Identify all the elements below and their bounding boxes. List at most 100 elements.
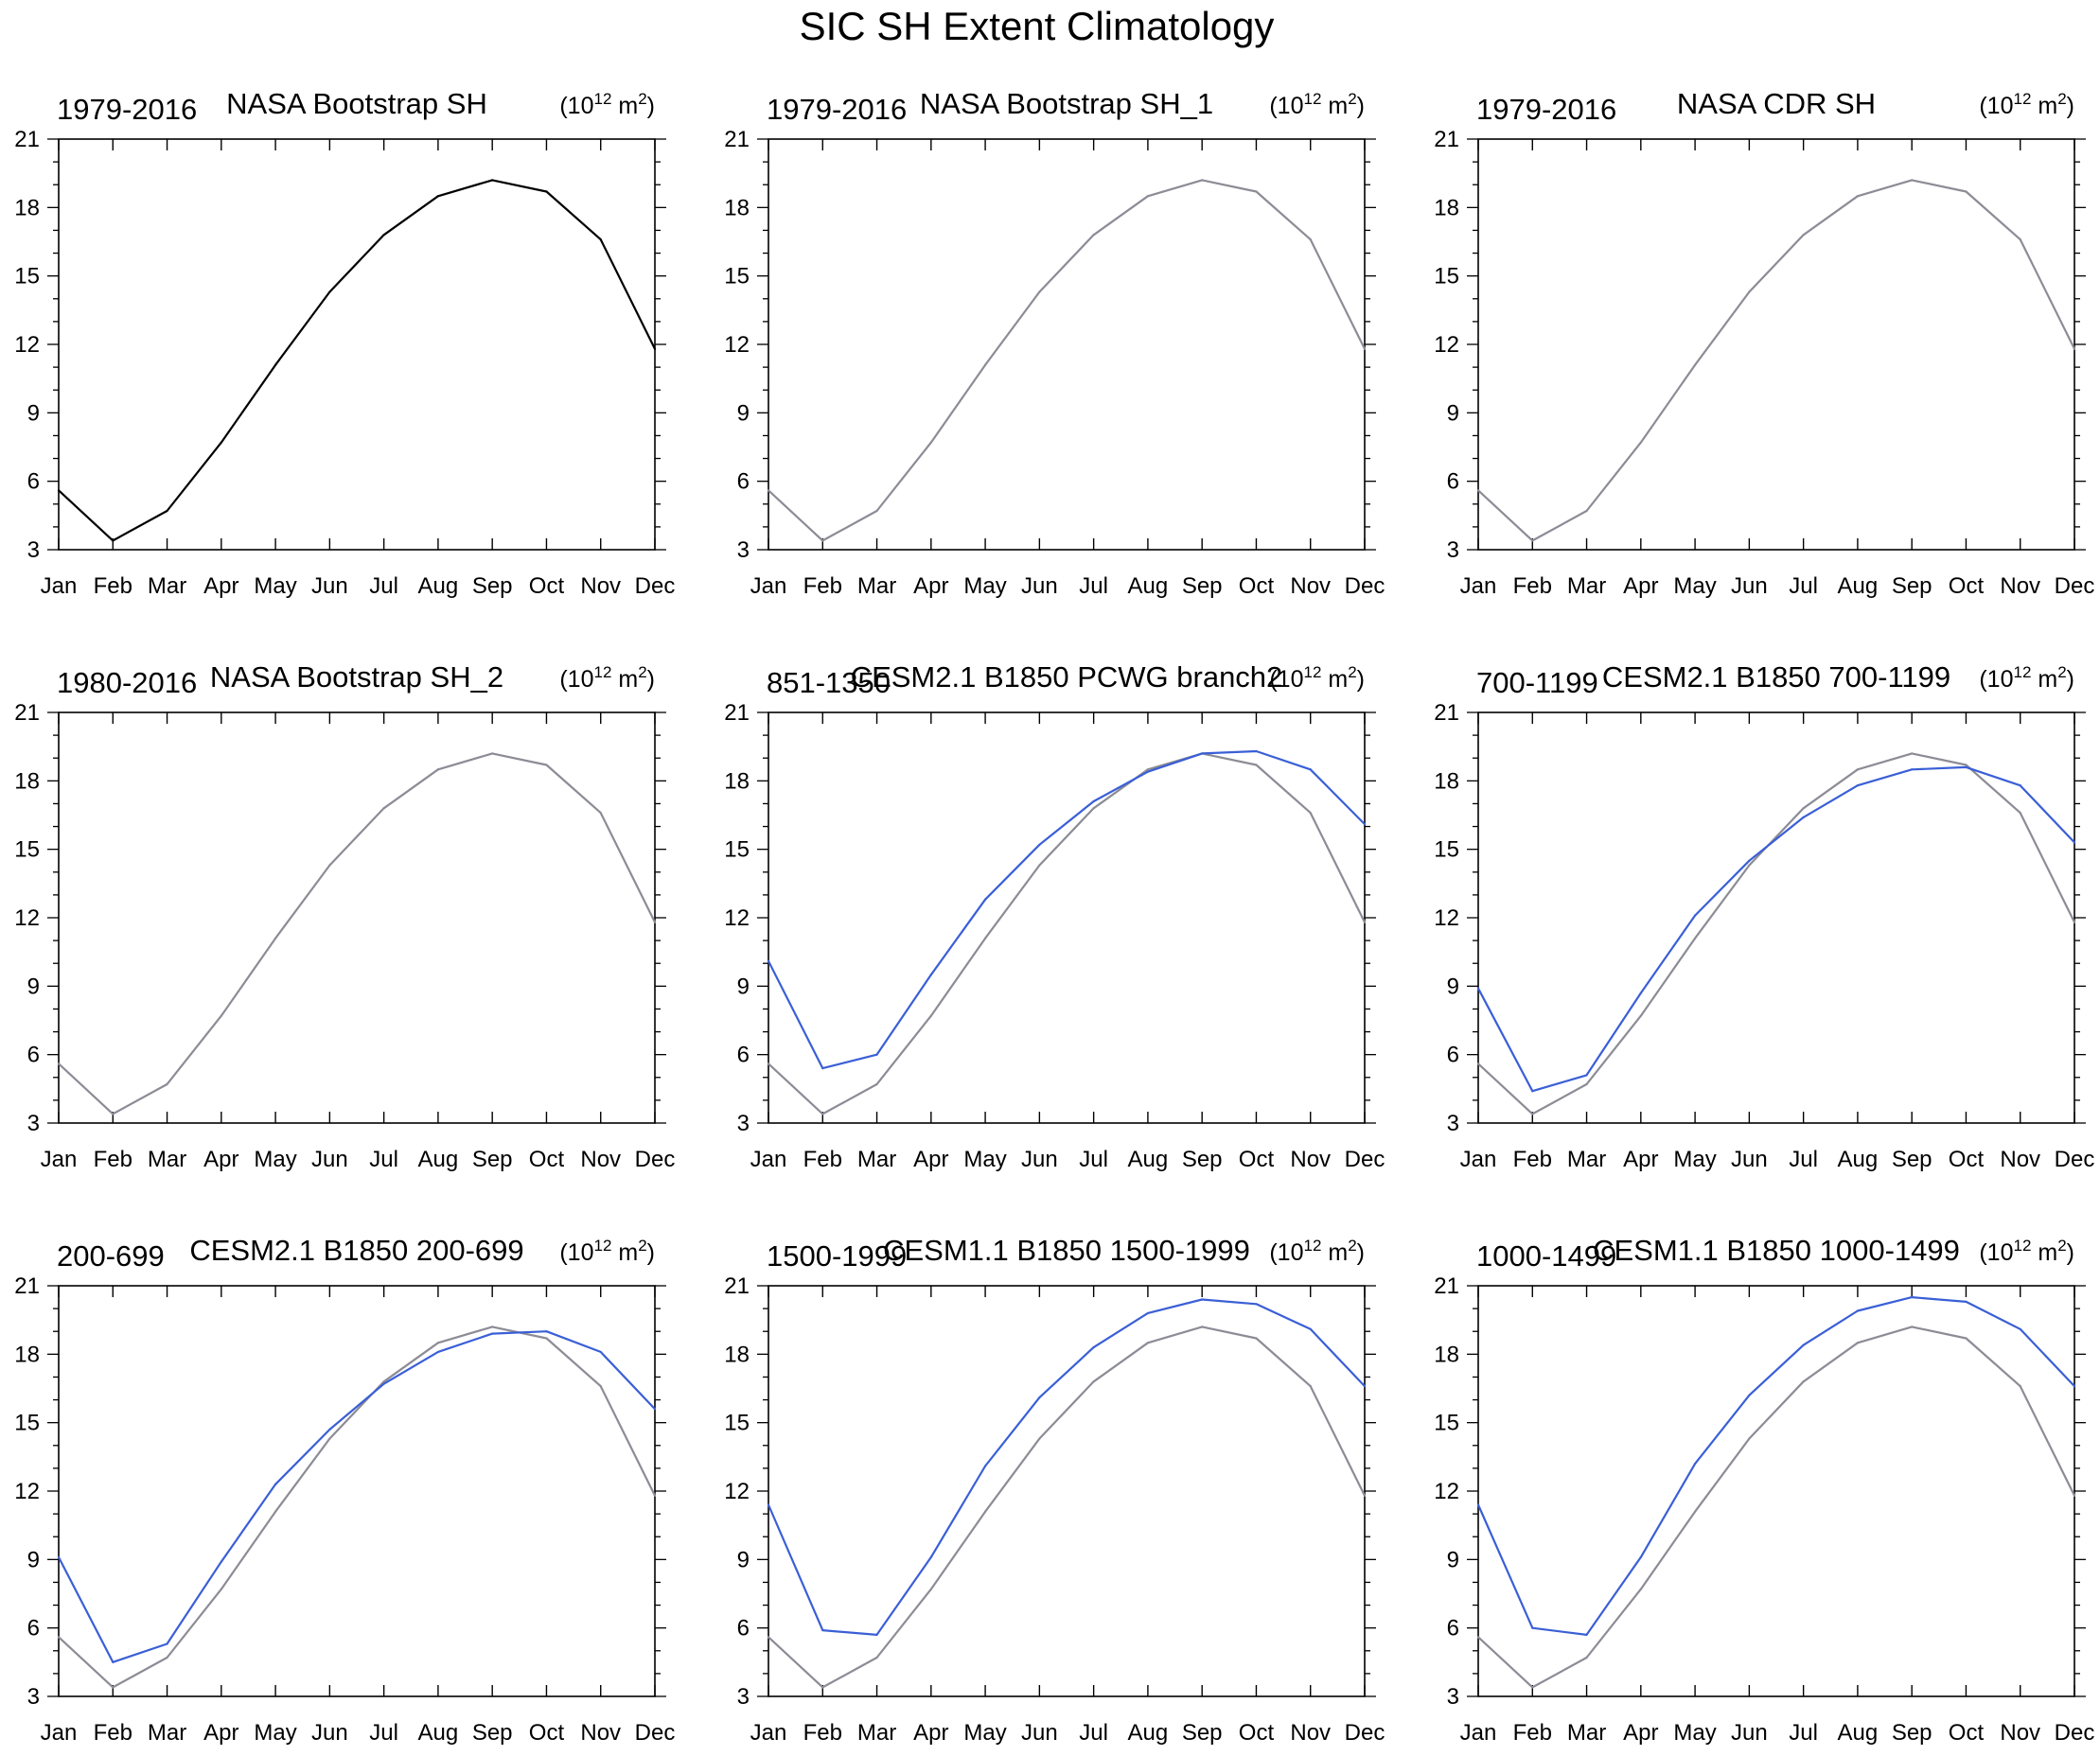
data-point: [436, 195, 440, 198]
data-point: [1146, 768, 1150, 771]
y-tick-label: 9: [27, 1547, 40, 1572]
x-tick-label: Jan: [750, 573, 787, 599]
units-label: (1012 m2): [1979, 90, 2074, 119]
x-tick-label: Jan: [1460, 573, 1497, 599]
data-point: [1802, 1343, 1805, 1346]
y-tick-label: 9: [27, 974, 40, 999]
data-point: [1255, 749, 1258, 753]
data-point: [328, 864, 331, 867]
y-tick-label: 15: [1434, 837, 1459, 863]
data-point: [1802, 234, 1805, 237]
series-line-model: [1477, 765, 2075, 1093]
data-point: [1802, 816, 1805, 819]
y-tick-label: 15: [14, 264, 40, 290]
data-point: [545, 764, 548, 766]
data-point: [1038, 1437, 1041, 1440]
x-tick-label: Jun: [1731, 1720, 1768, 1746]
series-line-reference: [58, 1326, 656, 1689]
x-tick-label: Feb: [1513, 1147, 1552, 1172]
series-line-reference: [768, 179, 1366, 542]
x-tick-label: Aug: [1838, 1720, 1879, 1746]
panel-period-label: 1979-2016: [767, 93, 907, 126]
data-point: [491, 752, 494, 755]
x-tick-label: Sep: [1892, 573, 1932, 599]
chart-panel-4: 1980-2016 NASA Bootstrap SH_2 (1012 m2) Jan…: [14, 660, 675, 1172]
data-point: [1255, 1337, 1258, 1340]
x-tick-label: Nov: [580, 573, 621, 599]
x-tick-label: Mar: [857, 573, 896, 599]
data-point: [2073, 1384, 2076, 1388]
series-line-reference: [58, 179, 656, 542]
data-point: [875, 1633, 878, 1636]
x-tick-label: Feb: [94, 1147, 132, 1172]
panel-period-label: 1000-1499: [1476, 1239, 1616, 1273]
y-tick-label: 9: [27, 400, 40, 426]
x-tick-label: Apr: [913, 1720, 948, 1746]
y-tick-label: 3: [1447, 1111, 1459, 1136]
data-point: [328, 1428, 331, 1431]
y-tick-label: 15: [1434, 264, 1459, 290]
data-point: [1693, 914, 1697, 917]
y-tick-label: 12: [14, 905, 40, 931]
y-tick-label: 21: [1434, 700, 1459, 726]
y-tick-label: 6: [737, 1043, 750, 1068]
x-tick-label: Oct: [1949, 1720, 1985, 1746]
data-point: [1092, 799, 1095, 803]
plot-frame: [58, 1285, 656, 1697]
data-point: [491, 1326, 494, 1328]
data-point: [1693, 363, 1697, 366]
data-point: [929, 1014, 932, 1017]
y-tick-label: 15: [14, 1411, 40, 1436]
data-point: [274, 1483, 277, 1485]
data-point: [875, 1082, 878, 1086]
x-tick-label: Jul: [1789, 573, 1818, 599]
x-tick-label: Sep: [1892, 1720, 1932, 1746]
data-point: [328, 1437, 331, 1440]
data-point: [1201, 1298, 1204, 1301]
data-point: [599, 237, 602, 241]
y-tick-label: 3: [27, 1684, 40, 1710]
data-point: [220, 1014, 222, 1017]
panel-period-label: 700-1199: [1476, 666, 1598, 699]
data-point: [1965, 1300, 1968, 1303]
x-tick-label: Feb: [1513, 1720, 1552, 1746]
data-point: [767, 1636, 770, 1639]
x-tick-label: Jun: [311, 1147, 348, 1172]
x-tick-label: Apr: [913, 1147, 948, 1172]
x-tick-label: Jul: [1079, 1720, 1108, 1746]
data-point: [1092, 1380, 1095, 1383]
data-point: [436, 768, 440, 771]
y-tick-label: 9: [737, 974, 750, 999]
x-tick-label: Mar: [1567, 573, 1606, 599]
data-point: [1965, 764, 1968, 766]
data-point: [436, 1342, 440, 1344]
x-tick-label: Sep: [472, 573, 513, 599]
data-point: [821, 1113, 824, 1115]
panel-title: CESM1.1 B1850 1000-1499: [1593, 1234, 1960, 1267]
data-point: [1965, 190, 1968, 193]
data-point: [1255, 190, 1258, 193]
x-tick-label: Sep: [1892, 1147, 1932, 1172]
data-point: [983, 363, 987, 366]
x-tick-label: Dec: [635, 1147, 676, 1172]
data-point: [2073, 347, 2076, 350]
x-tick-label: Oct: [529, 1720, 565, 1746]
y-tick-label: 21: [14, 127, 40, 152]
data-point: [1748, 859, 1751, 862]
data-point: [1038, 290, 1041, 293]
data-point: [1146, 1311, 1150, 1315]
data-point: [1585, 509, 1588, 513]
series-line-model: [768, 749, 1366, 1070]
x-tick-label: Apr: [203, 573, 238, 599]
data-point: [57, 489, 61, 492]
data-point: [1856, 784, 1860, 787]
y-tick-label: 21: [14, 1273, 40, 1299]
data-point: [1585, 1082, 1588, 1086]
x-tick-label: Nov: [2000, 1720, 2040, 1746]
data-point: [875, 1053, 878, 1056]
x-tick-label: Jul: [369, 573, 398, 599]
x-tick-label: Dec: [2055, 1147, 2095, 1172]
data-point: [382, 234, 385, 237]
data-point: [1911, 752, 1914, 755]
